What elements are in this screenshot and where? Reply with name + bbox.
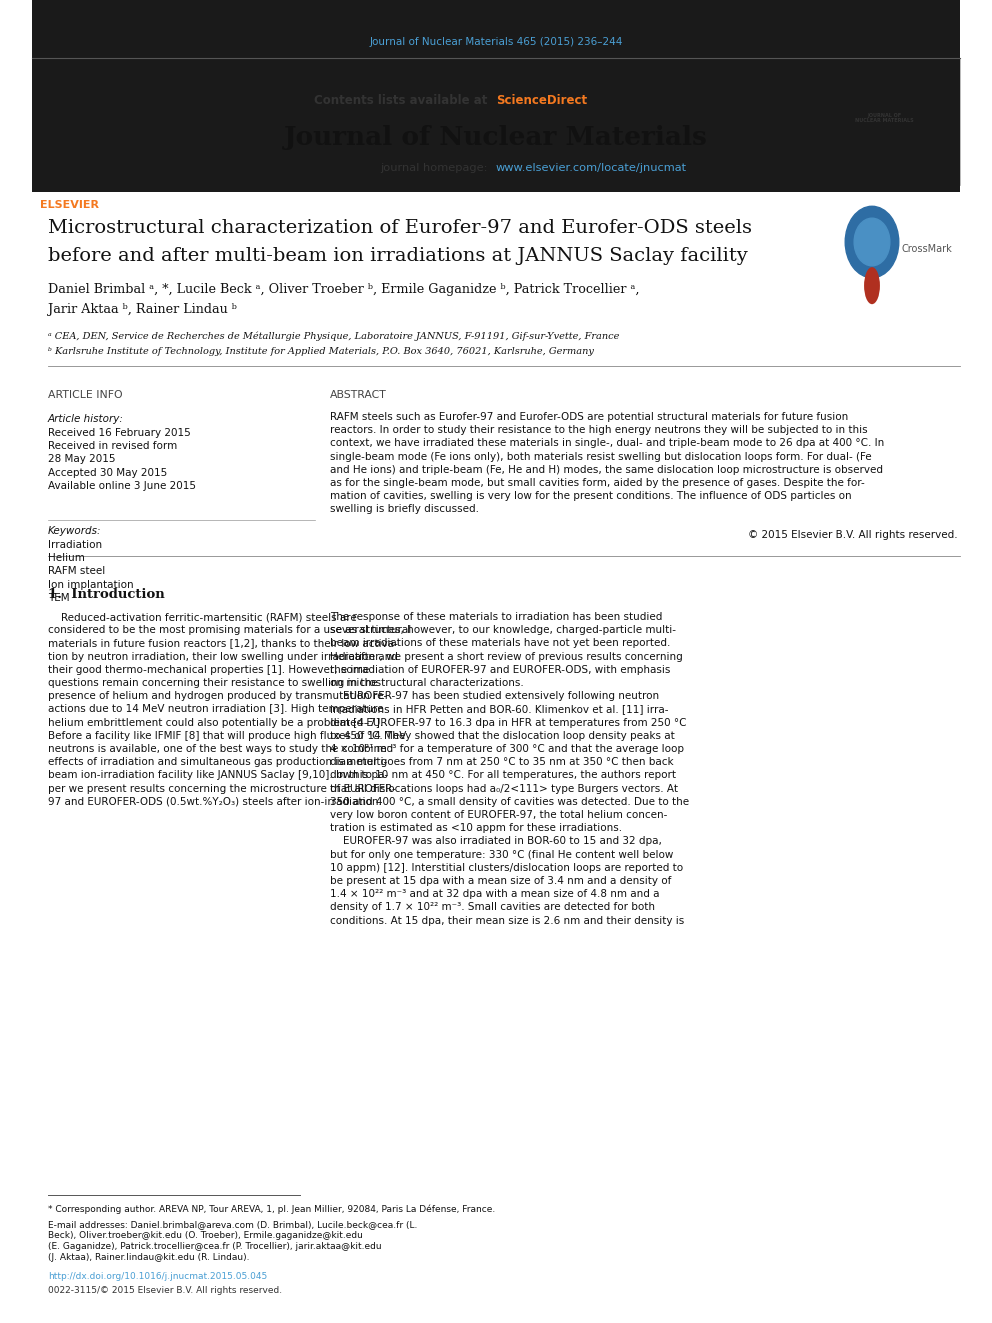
Text: 4 × 10²¹ m⁻³ for a temperature of 300 °C and that the average loop: 4 × 10²¹ m⁻³ for a temperature of 300 °C…	[330, 744, 684, 754]
Text: RAFM steels such as Eurofer-97 and Eurofer-ODS are potential structural material: RAFM steels such as Eurofer-97 and Eurof…	[330, 411, 848, 422]
Text: their good thermo-mechanical properties [1]. However, some: their good thermo-mechanical properties …	[48, 664, 369, 675]
Text: helium embrittlement could also potentially be a problem [4–7].: helium embrittlement could also potentia…	[48, 717, 383, 728]
Text: 1.  Introduction: 1. Introduction	[48, 587, 165, 601]
Text: before and after multi-beam ion irradiations at JANNUS Saclay facility: before and after multi-beam ion irradiat…	[48, 247, 748, 265]
Bar	[32, 58, 145, 185]
Text: presence of helium and hydrogen produced by transmutation re-: presence of helium and hydrogen produced…	[48, 691, 387, 701]
Text: TEM: TEM	[48, 593, 69, 603]
Text: but for only one temperature: 330 °C (final He content well below: but for only one temperature: 330 °C (fi…	[330, 849, 674, 860]
Text: Article history:: Article history:	[48, 414, 124, 423]
Text: Available online 3 June 2015: Available online 3 June 2015	[48, 480, 196, 491]
Ellipse shape	[864, 267, 880, 304]
Text: beam ion-irradiation facility like JANNUS Saclay [9,10]. In this pa-: beam ion-irradiation facility like JANNU…	[48, 770, 388, 781]
Text: reactors. In order to study their resistance to the high energy neutrons they wi: reactors. In order to study their resist…	[330, 425, 868, 435]
Text: Helium: Helium	[48, 553, 85, 564]
Text: 28 May 2015: 28 May 2015	[48, 454, 115, 464]
Text: be present at 15 dpa with a mean size of 3.4 nm and a density of: be present at 15 dpa with a mean size of…	[330, 876, 672, 886]
Text: Contents lists available at: Contents lists available at	[313, 94, 491, 106]
Text: (J. Aktaa), Rainer.lindau@kit.edu (R. Lindau).: (J. Aktaa), Rainer.lindau@kit.edu (R. Li…	[48, 1253, 250, 1262]
Text: very low boron content of EUROFER-97, the total helium concen-: very low boron content of EUROFER-97, th…	[330, 810, 668, 820]
Text: ScienceDirect: ScienceDirect	[496, 94, 587, 106]
Text: 10 appm) [12]. Interstitial clusters/dislocation loops are reported to: 10 appm) [12]. Interstitial clusters/dis…	[330, 863, 683, 873]
Text: to 450 °C. They showed that the dislocation loop density peaks at: to 450 °C. They showed that the dislocat…	[330, 730, 675, 741]
Text: mation of cavities, swelling is very low for the present conditions. The influen: mation of cavities, swelling is very low…	[330, 491, 851, 501]
Text: 0022-3115/© 2015 Elsevier B.V. All rights reserved.: 0022-3115/© 2015 Elsevier B.V. All right…	[48, 1286, 282, 1295]
Text: ABSTRACT: ABSTRACT	[330, 390, 387, 400]
Text: tion by neutron irradiation, their low swelling under irradiation and: tion by neutron irradiation, their low s…	[48, 652, 398, 662]
Text: JOURNAL OF
NUCLEAR MATERIALS: JOURNAL OF NUCLEAR MATERIALS	[855, 112, 914, 123]
Text: Reduced-activation ferritic-martensitic (RAFM) steels are: Reduced-activation ferritic-martensitic …	[48, 613, 357, 622]
Text: as for the single-beam mode, but small cavities form, aided by the presence of g: as for the single-beam mode, but small c…	[330, 478, 865, 488]
Text: E-mail addresses: Daniel.brimbal@areva.com (D. Brimbal), Lucile.beck@cea.fr (L.: E-mail addresses: Daniel.brimbal@areva.c…	[48, 1220, 418, 1229]
Text: journal homepage:: journal homepage:	[380, 163, 491, 173]
Text: context, we have irradiated these materials in single-, dual- and triple-beam mo: context, we have irradiated these materi…	[330, 438, 884, 448]
Text: Received 16 February 2015: Received 16 February 2015	[48, 429, 190, 438]
Text: swelling is briefly discussed.: swelling is briefly discussed.	[330, 504, 479, 515]
Text: © 2015 Elsevier B.V. All rights reserved.: © 2015 Elsevier B.V. All rights reserved…	[748, 531, 958, 540]
Text: beam irradiations of these materials have not yet been reported.: beam irradiations of these materials hav…	[330, 639, 671, 648]
Text: Microstructural characterization of Eurofer-97 and Eurofer-ODS steels: Microstructural characterization of Euro…	[48, 220, 752, 237]
Text: Ion implantation: Ion implantation	[48, 579, 134, 590]
Text: that all dislocations loops had a₀/2<111> type Burgers vectors. At: that all dislocations loops had a₀/2<111…	[330, 783, 678, 794]
Text: Hereafter, we present a short review of previous results concerning: Hereafter, we present a short review of …	[330, 652, 682, 662]
Text: 350 and 400 °C, a small density of cavities was detected. Due to the: 350 and 400 °C, a small density of cavit…	[330, 796, 689, 807]
Text: * Corresponding author. AREVA NP, Tour AREVA, 1, pl. Jean Millier, 92084, Paris : * Corresponding author. AREVA NP, Tour A…	[48, 1204, 495, 1213]
Text: Jarir Aktaa ᵇ, Rainer Lindau ᵇ: Jarir Aktaa ᵇ, Rainer Lindau ᵇ	[48, 303, 237, 316]
Text: RAFM steel: RAFM steel	[48, 566, 105, 577]
Text: tration is estimated as <10 appm for these irradiations.: tration is estimated as <10 appm for the…	[330, 823, 622, 833]
Text: down to 10 nm at 450 °C. For all temperatures, the authors report: down to 10 nm at 450 °C. For all tempera…	[330, 770, 676, 781]
Text: per we present results concerning the microstructure of EUROFER-: per we present results concerning the mi…	[48, 783, 396, 794]
Text: Beck), Oliver.troeber@kit.edu (O. Troeber), Ermile.gaganidze@kit.edu: Beck), Oliver.troeber@kit.edu (O. Troebe…	[48, 1230, 363, 1240]
Text: http://dx.doi.org/10.1016/j.jnucmat.2015.05.045: http://dx.doi.org/10.1016/j.jnucmat.2015…	[48, 1271, 267, 1281]
Text: considered to be the most promising materials for a use as structural: considered to be the most promising mate…	[48, 626, 412, 635]
Text: single-beam mode (Fe ions only), both materials resist swelling but dislocation : single-beam mode (Fe ions only), both ma…	[330, 451, 872, 462]
Text: on microstructural characterizations.: on microstructural characterizations.	[330, 677, 524, 688]
Text: several times, however, to our knowledge, charged-particle multi-: several times, however, to our knowledge…	[330, 626, 676, 635]
Text: (E. Gaganidze), Patrick.trocellier@cea.fr (P. Trocellier), jarir.aktaa@kit.edu: (E. Gaganidze), Patrick.trocellier@cea.f…	[48, 1242, 382, 1252]
Circle shape	[854, 218, 890, 266]
Text: diameter goes from 7 nm at 250 °C to 35 nm at 350 °C then back: diameter goes from 7 nm at 250 °C to 35 …	[330, 757, 674, 767]
Text: CrossMark: CrossMark	[902, 243, 952, 254]
Text: materials in future fusion reactors [1,2], thanks to their low activa-: materials in future fusion reactors [1,2…	[48, 639, 398, 648]
Text: Received in revised form: Received in revised form	[48, 441, 178, 451]
Text: Journal of Nuclear Materials 465 (2015) 236–244: Journal of Nuclear Materials 465 (2015) …	[369, 37, 623, 48]
Text: Keywords:: Keywords:	[48, 527, 101, 536]
Text: Irradiation: Irradiation	[48, 540, 102, 550]
Text: The response of these materials to irradiation has been studied: The response of these materials to irrad…	[330, 613, 663, 622]
Text: 1.4 × 10²² m⁻³ and at 32 dpa with a mean size of 4.8 nm and a: 1.4 × 10²² m⁻³ and at 32 dpa with a mean…	[330, 889, 660, 900]
Text: irradiations in HFR Petten and BOR-60. Klimenkov et al. [11] irra-: irradiations in HFR Petten and BOR-60. K…	[330, 704, 669, 714]
Text: ᵃ CEA, DEN, Service de Recherches de Métallurgie Physique, Laboratoire JANNUS, F: ᵃ CEA, DEN, Service de Recherches de Mét…	[48, 331, 619, 341]
Text: EUROFER-97 was also irradiated in BOR-60 to 15 and 32 dpa,: EUROFER-97 was also irradiated in BOR-60…	[330, 836, 662, 847]
Circle shape	[845, 206, 899, 278]
Text: www.elsevier.com/locate/jnucmat: www.elsevier.com/locate/jnucmat	[496, 163, 687, 173]
Text: effects of irradiation and simultaneous gas production is a multi-: effects of irradiation and simultaneous …	[48, 757, 387, 767]
Text: actions due to 14 MeV neutron irradiation [3]. High temperature: actions due to 14 MeV neutron irradiatio…	[48, 704, 384, 714]
Text: conditions. At 15 dpa, their mean size is 2.6 nm and their density is: conditions. At 15 dpa, their mean size i…	[330, 916, 684, 926]
Text: Accepted 30 May 2015: Accepted 30 May 2015	[48, 467, 168, 478]
Bar	[808, 58, 960, 185]
Text: neutrons is available, one of the best ways to study the combined: neutrons is available, one of the best w…	[48, 744, 393, 754]
Text: EUROFER-97 has been studied extensively following neutron: EUROFER-97 has been studied extensively …	[330, 691, 659, 701]
Text: Journal of Nuclear Materials: Journal of Nuclear Materials	[284, 126, 708, 151]
Text: ARTICLE INFO: ARTICLE INFO	[48, 390, 123, 400]
Text: density of 1.7 × 10²² m⁻³. Small cavities are detected for both: density of 1.7 × 10²² m⁻³. Small cavitie…	[330, 902, 655, 913]
Bar	[32, 58, 960, 185]
Text: Daniel Brimbal ᵃ, *, Lucile Beck ᵃ, Oliver Troeber ᵇ, Ermile Gaganidze ᵇ, Patric: Daniel Brimbal ᵃ, *, Lucile Beck ᵃ, Oliv…	[48, 283, 640, 296]
Text: 97 and EUROFER-ODS (0.5wt.%Y₂O₃) steels after ion-irradiation.: 97 and EUROFER-ODS (0.5wt.%Y₂O₃) steels …	[48, 796, 382, 807]
Text: ᵇ Karlsruhe Institute of Technology, Institute for Applied Materials, P.O. Box 3: ᵇ Karlsruhe Institute of Technology, Ins…	[48, 347, 594, 356]
Text: questions remain concerning their resistance to swelling in the: questions remain concerning their resist…	[48, 677, 378, 688]
Text: the irradiation of EUROFER-97 and EUROFER-ODS, with emphasis: the irradiation of EUROFER-97 and EUROFE…	[330, 664, 671, 675]
Text: and He ions) and triple-beam (Fe, He and H) modes, the same dislocation loop mic: and He ions) and triple-beam (Fe, He and…	[330, 464, 883, 475]
Text: ELSEVIER: ELSEVIER	[40, 200, 99, 210]
Text: Before a facility like IFMIF [8] that will produce high fluxes of 14 MeV: Before a facility like IFMIF [8] that wi…	[48, 730, 407, 741]
Text: diated EUROFER-97 to 16.3 dpa in HFR at temperatures from 250 °C: diated EUROFER-97 to 16.3 dpa in HFR at …	[330, 717, 686, 728]
